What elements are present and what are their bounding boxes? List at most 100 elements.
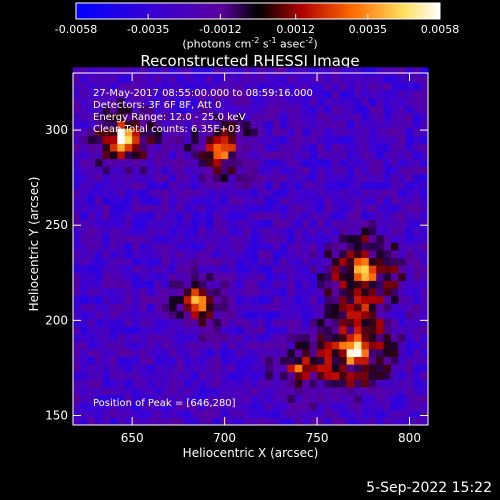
heatmap-cell bbox=[243, 67, 251, 76]
heatmap-cell bbox=[383, 151, 392, 160]
heatmap-cell bbox=[124, 333, 133, 342]
heatmap-cell bbox=[265, 295, 274, 304]
heatmap-cell bbox=[391, 158, 399, 167]
heatmap-cell bbox=[220, 409, 229, 418]
heatmap-cell bbox=[220, 249, 229, 259]
heatmap-cell bbox=[191, 151, 200, 160]
heatmap-cell bbox=[220, 120, 229, 129]
heatmap-cell bbox=[398, 112, 407, 122]
heatmap-cell bbox=[87, 280, 96, 289]
heatmap-cell bbox=[287, 90, 296, 99]
heatmap-cell bbox=[95, 348, 104, 357]
heatmap-cell bbox=[146, 173, 155, 182]
heatmap-cell bbox=[339, 310, 348, 319]
heatmap-cell bbox=[80, 67, 89, 76]
heatmap-cell bbox=[132, 333, 141, 342]
heatmap-cell bbox=[331, 318, 340, 327]
heatmap-cell bbox=[354, 112, 362, 122]
heatmap-cell bbox=[280, 105, 288, 114]
heatmap-cell bbox=[243, 105, 251, 114]
heatmap-cell bbox=[265, 417, 274, 426]
heatmap-cell bbox=[132, 211, 141, 221]
heatmap-cell bbox=[398, 97, 407, 106]
heatmap-cell bbox=[287, 257, 296, 266]
heatmap-cell bbox=[324, 181, 333, 190]
heatmap-cell bbox=[161, 158, 170, 167]
heatmap-cell bbox=[132, 120, 141, 129]
heatmap-cell bbox=[339, 242, 348, 251]
heatmap-cell bbox=[206, 348, 215, 357]
heatmap-cell bbox=[228, 303, 237, 312]
heatmap-cell bbox=[331, 326, 340, 335]
heatmap-cell bbox=[124, 166, 133, 175]
heatmap-cell bbox=[302, 189, 311, 198]
heatmap-cell bbox=[339, 120, 348, 129]
heatmap-cell bbox=[280, 67, 288, 76]
heatmap-cell bbox=[265, 173, 274, 182]
heatmap-cell bbox=[361, 242, 370, 251]
heatmap-cell bbox=[265, 318, 274, 327]
heatmap-cell bbox=[272, 348, 281, 357]
heatmap-cell bbox=[139, 158, 148, 167]
heatmap-cell bbox=[376, 356, 385, 365]
heatmap-cell bbox=[391, 295, 399, 304]
heatmap-cell bbox=[257, 128, 266, 137]
heatmap-cell bbox=[213, 173, 222, 182]
heatmap-cell bbox=[280, 288, 288, 297]
heatmap-cell bbox=[73, 227, 81, 236]
heatmap-cell bbox=[161, 295, 170, 304]
heatmap-cell bbox=[243, 219, 251, 228]
heatmap-cell bbox=[265, 90, 274, 99]
heatmap-cell bbox=[376, 402, 385, 411]
heatmap-cell bbox=[339, 173, 348, 182]
heatmap-cell bbox=[287, 402, 296, 411]
heatmap-cell bbox=[391, 417, 399, 426]
heatmap-cell bbox=[354, 318, 362, 327]
heatmap-cell bbox=[302, 211, 311, 221]
heatmap-cell bbox=[420, 394, 429, 403]
heatmap-cell bbox=[257, 265, 266, 274]
heatmap-cell bbox=[206, 189, 215, 198]
heatmap-cell bbox=[257, 386, 266, 396]
heatmap-cell bbox=[213, 280, 222, 289]
heatmap-cell bbox=[154, 90, 163, 99]
heatmap-cell bbox=[87, 135, 96, 144]
heatmap-cell bbox=[391, 348, 399, 357]
heatmap-cell bbox=[73, 151, 81, 160]
heatmap-cell bbox=[161, 151, 170, 160]
heatmap-cell bbox=[405, 386, 414, 396]
heatmap-cell bbox=[250, 310, 259, 319]
heatmap-cell bbox=[117, 74, 126, 84]
heatmap-cell bbox=[228, 173, 237, 182]
heatmap-cell bbox=[354, 348, 362, 357]
heatmap-cell bbox=[309, 249, 318, 259]
info-peak-position: Position of Peak = [646,280] bbox=[93, 398, 236, 409]
heatmap-cell bbox=[346, 189, 355, 198]
heatmap-cell bbox=[80, 242, 89, 251]
heatmap-cell bbox=[294, 394, 303, 403]
heatmap-cell bbox=[339, 90, 348, 99]
heatmap-cell bbox=[80, 341, 89, 350]
heatmap-cell bbox=[183, 166, 192, 175]
heatmap-cell bbox=[213, 82, 222, 91]
heatmap-cell bbox=[146, 280, 155, 289]
heatmap-cell bbox=[80, 310, 89, 319]
heatmap-cell bbox=[109, 135, 118, 144]
heatmap-cell bbox=[191, 303, 200, 312]
heatmap-cell bbox=[302, 310, 311, 319]
heatmap-cell bbox=[109, 417, 118, 426]
heatmap-cell bbox=[294, 82, 303, 91]
heatmap-cell bbox=[191, 227, 200, 236]
heatmap-cell bbox=[361, 386, 370, 396]
heatmap-cell bbox=[220, 310, 229, 319]
heatmap-cell bbox=[331, 112, 340, 122]
heatmap-cell bbox=[257, 158, 266, 167]
heatmap-cell bbox=[183, 181, 192, 190]
heatmap-cell bbox=[368, 181, 377, 190]
heatmap-cell bbox=[228, 189, 237, 198]
heatmap-cell bbox=[354, 295, 362, 304]
heatmap-cell bbox=[250, 204, 259, 213]
heatmap-cell bbox=[139, 402, 148, 411]
heatmap-cell bbox=[154, 166, 163, 175]
heatmap-cell bbox=[95, 402, 104, 411]
